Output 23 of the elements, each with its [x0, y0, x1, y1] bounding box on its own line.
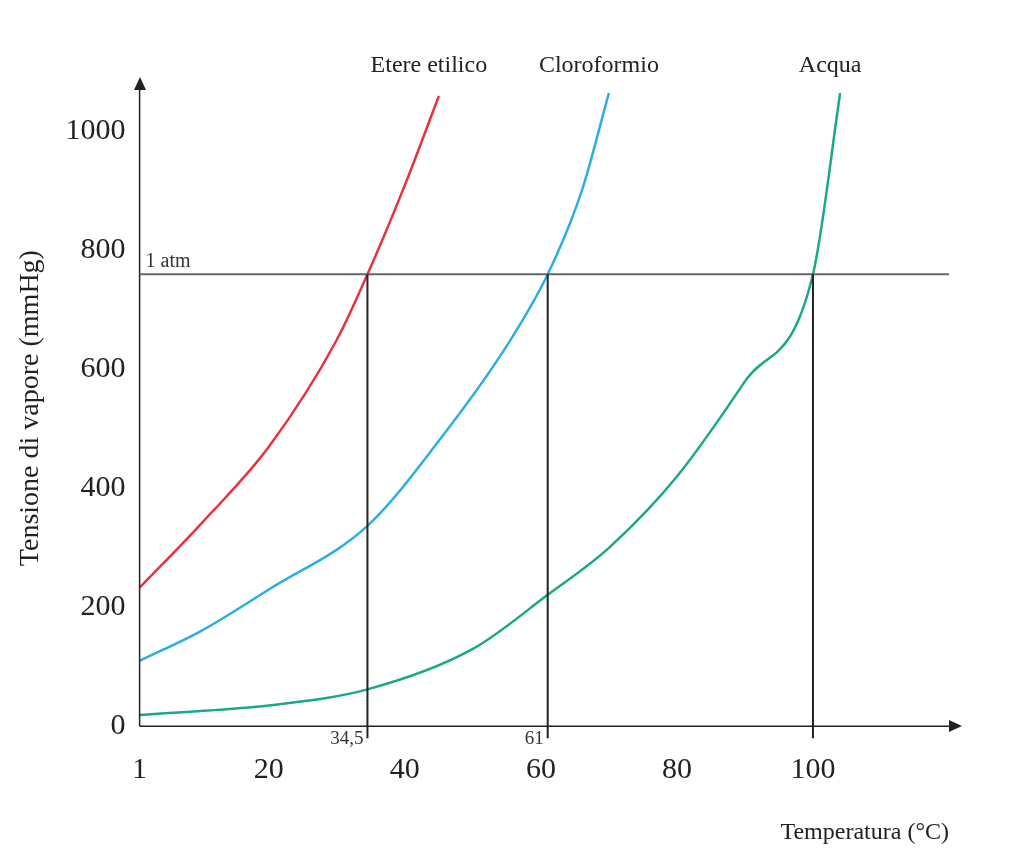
y-axis-title: Tensione di vapore (mmHg): [13, 250, 45, 567]
y-tick-label: 600: [80, 350, 126, 384]
line-series: [139, 94, 441, 589]
line-series: [139, 91, 842, 717]
x-tick-label: 100: [790, 751, 836, 785]
ref-line-label: 61: [524, 726, 544, 748]
y-tick-label: 1000: [65, 112, 126, 146]
x-tick-label: 1: [132, 751, 148, 785]
y-tick-label: 800: [80, 231, 126, 265]
series-label: Etere etilico: [370, 51, 488, 78]
ref-line-label: 1 atm: [145, 248, 192, 271]
y-tick-label: 0: [110, 707, 126, 741]
line-series: [139, 91, 611, 663]
series-label: Cloroformio: [538, 51, 659, 78]
x-tick-label: 40: [389, 751, 420, 785]
x-tick-label: 80: [661, 751, 692, 785]
y-tick-label: 400: [80, 469, 126, 503]
series-label: Acqua: [798, 51, 862, 78]
x-tick-label: 20: [253, 751, 284, 785]
y-tick-label: 200: [80, 588, 126, 622]
ref-line-label: 34,5: [330, 726, 364, 748]
x-axis-title: Temperatura (°C): [780, 817, 949, 844]
x-tick-label: 60: [525, 751, 556, 785]
